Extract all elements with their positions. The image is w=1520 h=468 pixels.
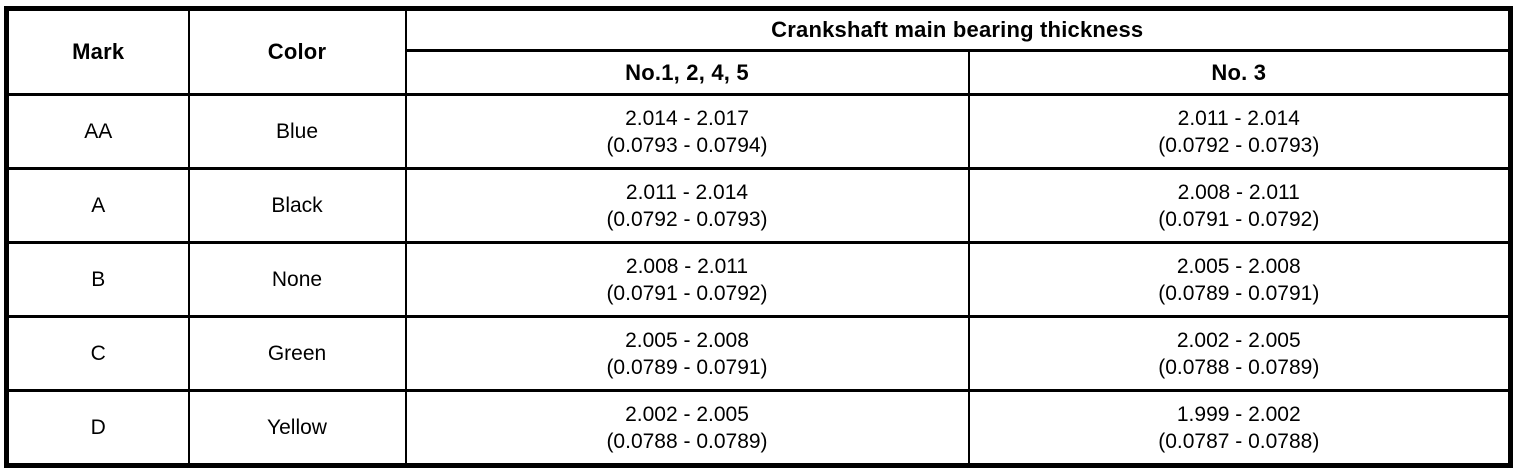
color-cell: Yellow xyxy=(187,389,407,467)
color-cell: Blue xyxy=(187,93,407,170)
no3-thickness-cell: 2.008 - 2.011 (0.0791 - 0.0792) xyxy=(967,167,1512,244)
no1245-thickness-cell: 2.002 - 2.005 (0.0788 - 0.0789) xyxy=(404,389,970,467)
no1245-column-header: No.1, 2, 4, 5 xyxy=(404,49,970,96)
mm-range: 2.011 - 2.014 xyxy=(625,180,749,204)
inch-range: (0.0787 - 0.0788) xyxy=(1158,429,1320,453)
no3-thickness-cell: 1.999 - 2.002 (0.0787 - 0.0788) xyxy=(967,389,1512,467)
no1245-thickness-cell: 2.005 - 2.008 (0.0789 - 0.0791) xyxy=(404,315,970,392)
mm-range: 2.014 - 2.017 xyxy=(625,106,749,130)
mark-cell: A xyxy=(5,167,190,244)
inch-range: (0.0791 - 0.0792) xyxy=(606,281,768,305)
table-row: AA Blue 2.014 - 2.017 (0.0793 - 0.0794) … xyxy=(5,93,1512,170)
inch-range: (0.0788 - 0.0789) xyxy=(606,429,768,453)
table-row: C Green 2.005 - 2.008 (0.0789 - 0.0791) … xyxy=(5,315,1512,392)
color-cell: None xyxy=(187,241,407,318)
mark-cell: D xyxy=(5,389,190,467)
table-body: AA Blue 2.014 - 2.017 (0.0793 - 0.0794) … xyxy=(5,93,1512,467)
inch-range: (0.0791 - 0.0792) xyxy=(1158,207,1320,231)
no3-column-header: No. 3 xyxy=(967,49,1512,96)
mark-cell: AA xyxy=(5,93,190,170)
mm-range: 2.008 - 2.011 xyxy=(625,254,749,278)
no1245-thickness-cell: 2.014 - 2.017 (0.0793 - 0.0794) xyxy=(404,93,970,170)
mark-cell: B xyxy=(5,241,190,318)
mm-range: 2.008 - 2.011 xyxy=(1177,180,1300,204)
inch-range: (0.0789 - 0.0791) xyxy=(1158,281,1320,305)
inch-range: (0.0792 - 0.0793) xyxy=(1158,133,1320,157)
mark-cell: C xyxy=(5,315,190,392)
mm-range: 2.005 - 2.008 xyxy=(625,328,749,352)
table-row: A Black 2.011 - 2.014 (0.0792 - 0.0793) … xyxy=(5,167,1512,244)
no3-thickness-cell: 2.002 - 2.005 (0.0788 - 0.0789) xyxy=(967,315,1512,392)
mm-range: 2.002 - 2.005 xyxy=(1176,328,1301,352)
no1245-thickness-cell: 2.011 - 2.014 (0.0792 - 0.0793) xyxy=(404,167,970,244)
inch-range: (0.0792 - 0.0793) xyxy=(606,207,768,231)
no1245-thickness-cell: 2.008 - 2.011 (0.0791 - 0.0792) xyxy=(404,241,970,318)
inch-range: (0.0788 - 0.0789) xyxy=(1158,355,1320,379)
color-column-header: Color xyxy=(187,7,407,96)
thickness-group-header: Crankshaft main bearing thickness xyxy=(404,7,1512,52)
color-cell: Black xyxy=(187,167,407,244)
color-cell: Green xyxy=(187,315,407,392)
table-row: D Yellow 2.002 - 2.005 (0.0788 - 0.0789)… xyxy=(5,389,1512,467)
mm-range: 1.999 - 2.002 xyxy=(1176,402,1301,426)
mm-range: 2.005 - 2.008 xyxy=(1176,254,1301,278)
table-row: B None 2.008 - 2.011 (0.0791 - 0.0792) 2… xyxy=(5,241,1512,318)
mm-range: 2.002 - 2.005 xyxy=(625,402,749,426)
header-row-group: Mark Color Crankshaft main bearing thick… xyxy=(5,7,1512,96)
header-row-sub: No.1, 2, 4, 5 No. 3 xyxy=(7,49,1512,96)
no3-thickness-cell: 2.011 - 2.014 (0.0792 - 0.0793) xyxy=(967,93,1512,170)
mm-range: 2.011 - 2.014 xyxy=(1177,106,1300,130)
no3-thickness-cell: 2.005 - 2.008 (0.0789 - 0.0791) xyxy=(967,241,1512,318)
inch-range: (0.0789 - 0.0791) xyxy=(606,355,768,379)
mark-column-header: Mark xyxy=(5,7,190,96)
inch-range: (0.0793 - 0.0794) xyxy=(606,133,768,157)
table-header: Mark Color Crankshaft main bearing thick… xyxy=(5,7,1512,96)
crankshaft-bearing-thickness-table: Mark Color Crankshaft main bearing thick… xyxy=(4,6,1514,468)
